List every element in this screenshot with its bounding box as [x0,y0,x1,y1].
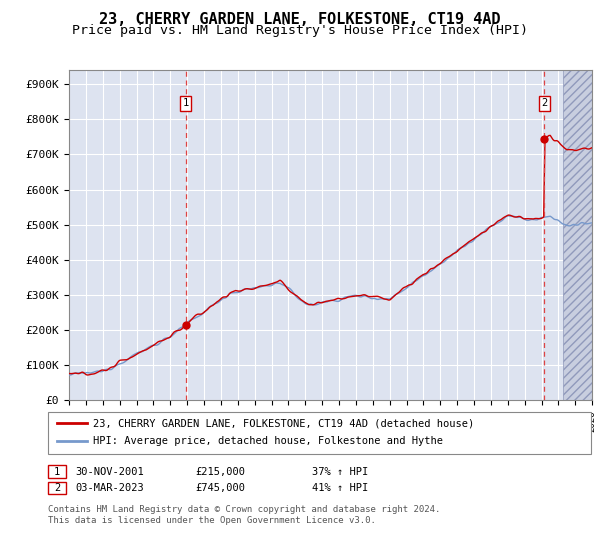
Text: 1: 1 [54,466,60,477]
Text: HPI: Average price, detached house, Folkestone and Hythe: HPI: Average price, detached house, Folk… [93,436,443,446]
Text: 03-MAR-2023: 03-MAR-2023 [75,483,144,493]
Text: 23, CHERRY GARDEN LANE, FOLKESTONE, CT19 4AD (detached house): 23, CHERRY GARDEN LANE, FOLKESTONE, CT19… [93,418,474,428]
Text: 2: 2 [541,99,548,109]
Text: 41% ↑ HPI: 41% ↑ HPI [312,483,368,493]
Text: £215,000: £215,000 [195,466,245,477]
Text: £745,000: £745,000 [195,483,245,493]
Text: 23, CHERRY GARDEN LANE, FOLKESTONE, CT19 4AD: 23, CHERRY GARDEN LANE, FOLKESTONE, CT19… [99,12,501,27]
Text: 37% ↑ HPI: 37% ↑ HPI [312,466,368,477]
Text: 2: 2 [54,483,60,493]
Text: Contains HM Land Registry data © Crown copyright and database right 2024.
This d: Contains HM Land Registry data © Crown c… [48,505,440,525]
Text: Price paid vs. HM Land Registry's House Price Index (HPI): Price paid vs. HM Land Registry's House … [72,24,528,37]
Text: 30-NOV-2001: 30-NOV-2001 [75,466,144,477]
Text: 1: 1 [182,99,189,109]
Bar [563,70,592,400]
